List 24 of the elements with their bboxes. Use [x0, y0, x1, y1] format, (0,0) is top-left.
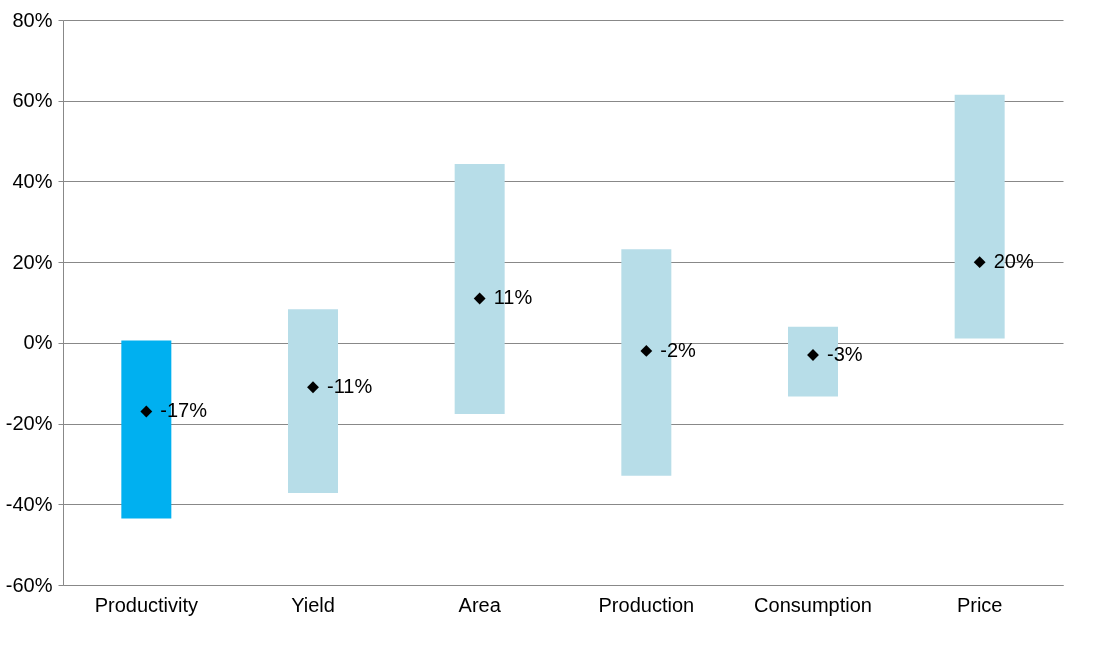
x-tick-label: Consumption	[754, 593, 872, 616]
point	[973, 256, 986, 269]
data-label: 20%	[993, 250, 1034, 273]
point	[473, 292, 486, 305]
y-tick-label: -20%	[5, 412, 53, 435]
y-tick-label: 80%	[12, 8, 53, 31]
y-tick-label: -40%	[5, 492, 53, 515]
y-tick-label: 40%	[12, 169, 53, 192]
x-tick-label: Production	[598, 593, 695, 616]
data-label: 11%	[493, 286, 533, 309]
x-tick-label: Price	[956, 593, 1003, 616]
data-label: -11%	[327, 375, 373, 398]
point	[140, 405, 153, 418]
point	[640, 345, 653, 357]
x-tick-label: Productivity	[94, 593, 199, 616]
y-tick-label: 60%	[12, 89, 53, 112]
x-tick-label: Area	[458, 593, 502, 616]
y-tick-label: -60%	[5, 573, 53, 596]
y-tick-label: 20%	[12, 250, 53, 273]
y-tick-label: 0%	[23, 331, 53, 354]
point	[307, 381, 319, 394]
x-tick-label: Yield	[291, 593, 335, 616]
data-label: -2%	[660, 338, 697, 361]
data-label: -3%	[827, 342, 863, 365]
